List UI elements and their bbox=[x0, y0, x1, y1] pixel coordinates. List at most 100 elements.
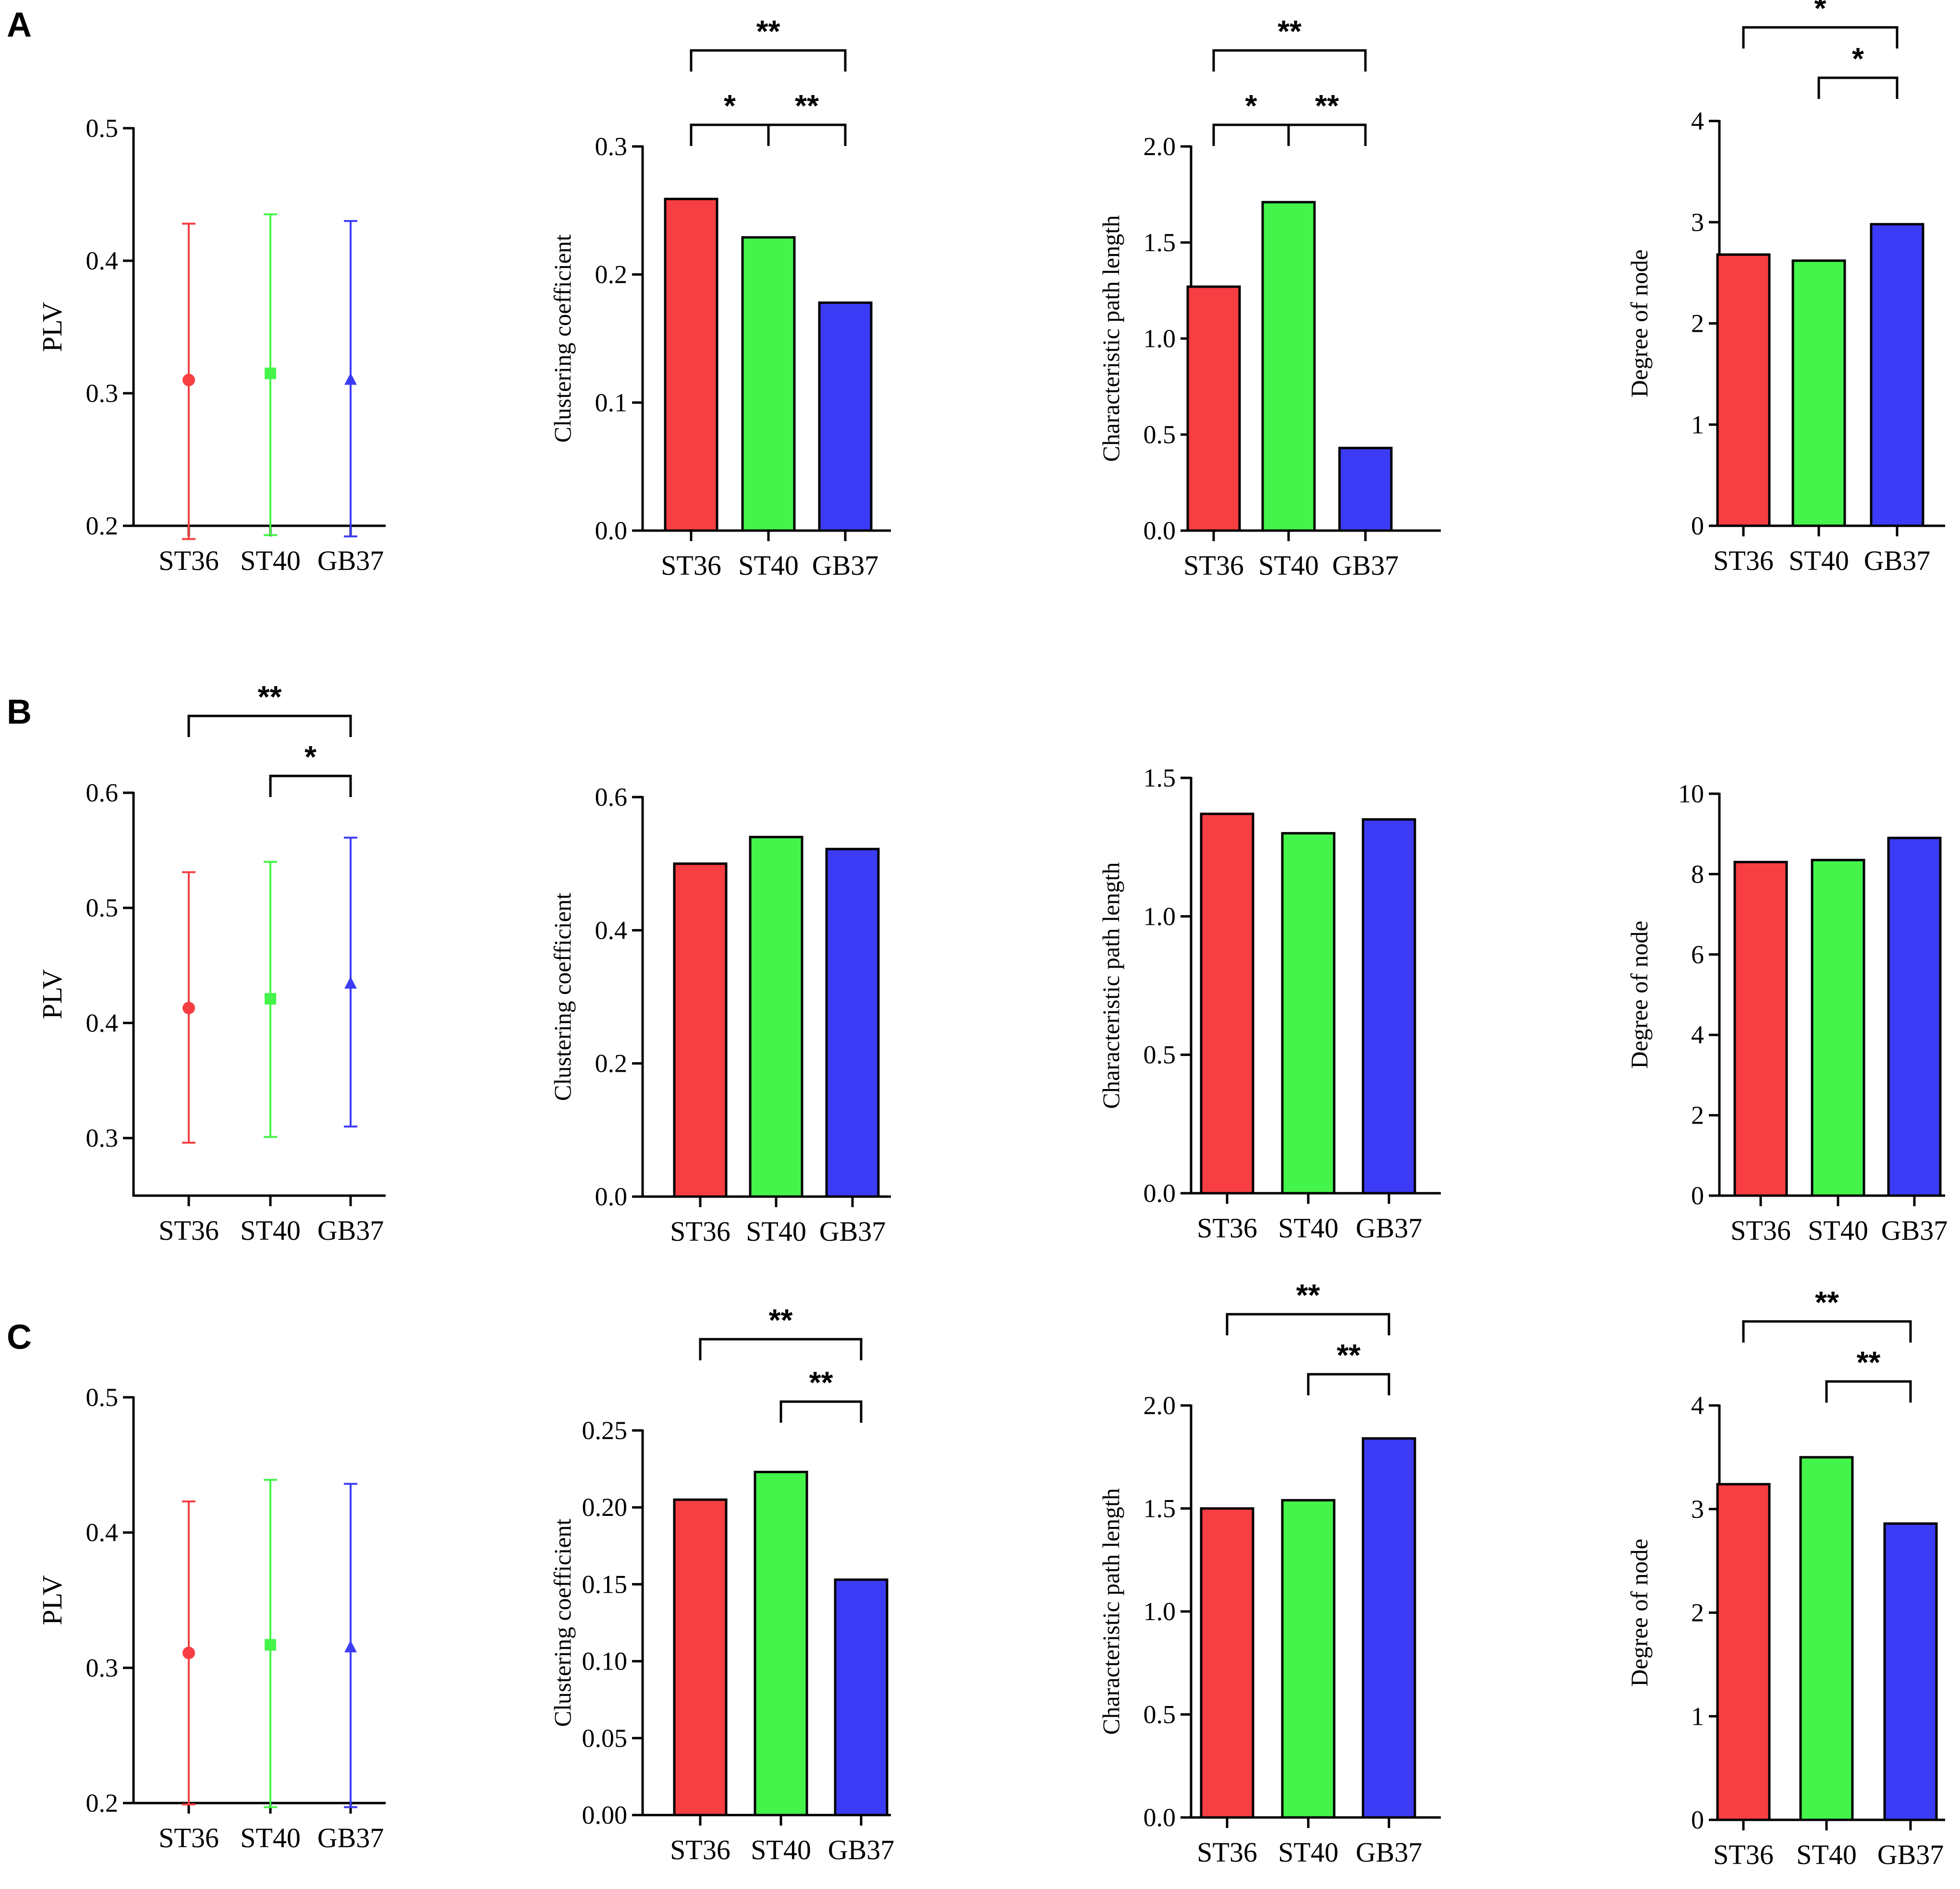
chart-a1-ytick-label-1: 0.3 bbox=[86, 379, 119, 408]
chart-a4-xtick-label-2: GB37 bbox=[1864, 545, 1931, 576]
chart-b4-ytick-label-4: 8 bbox=[1691, 860, 1704, 888]
chart-c3-bar-st40 bbox=[1281, 1499, 1336, 1819]
chart-b3-ytick-label-2: 1.0 bbox=[1144, 902, 1176, 931]
chart-a4-ytick-label-1: 1 bbox=[1691, 410, 1704, 439]
chart-b4-ytick-label-2: 4 bbox=[1691, 1020, 1704, 1049]
chart-b4-xtick-label-2: GB37 bbox=[1881, 1215, 1948, 1246]
chart-c2-ytick-label-0: 0.00 bbox=[582, 1801, 628, 1829]
chart-b4-bar-gb37 bbox=[1887, 836, 1942, 1197]
chart-b2-ytick-label-1: 0.2 bbox=[595, 1049, 628, 1078]
chart-b4-ytick-label-1: 2 bbox=[1691, 1101, 1704, 1130]
chart-c2-sig-0-label: ** bbox=[809, 1365, 833, 1400]
chart-c2-ytick-label-4: 0.20 bbox=[582, 1493, 628, 1522]
chart-b2-xtick-label-1: ST40 bbox=[746, 1216, 806, 1247]
chart-b1-sig-0-label: * bbox=[304, 739, 317, 774]
chart-c3-xtick-label-0: ST36 bbox=[1197, 1837, 1257, 1868]
chart-a2-sig-1-label: ** bbox=[795, 88, 819, 123]
chart-c3-ytick-label-2: 1.0 bbox=[1144, 1597, 1176, 1626]
chart-b3-bar-st40 bbox=[1281, 832, 1336, 1195]
chart-c2-xtick-label-1: ST40 bbox=[751, 1834, 811, 1865]
chart-a2-sig-2-label: ** bbox=[756, 14, 780, 48]
chart-b2-xtick-label-0: ST36 bbox=[670, 1216, 730, 1247]
chart-c3-sig-1-bracket bbox=[1226, 1313, 1390, 1335]
chart-c3-sig-1-label: ** bbox=[1296, 1278, 1320, 1312]
chart-c4-bar-gb37 bbox=[1883, 1522, 1938, 1821]
chart-a1-xtick-label-1: ST40 bbox=[240, 545, 301, 576]
chart-a1-ylabel: PLV bbox=[37, 302, 68, 352]
chart-c2-bar-st36 bbox=[673, 1498, 728, 1816]
chart-a3-sig-0-label: * bbox=[1245, 88, 1257, 123]
chart-c2-bar-st40 bbox=[754, 1471, 808, 1816]
chart-c2-ytick-label-5: 0.25 bbox=[582, 1416, 628, 1445]
chart-c2-ytick-label-1: 0.05 bbox=[582, 1724, 628, 1753]
chart-a3-ytick-label-0: 0.0 bbox=[1144, 516, 1176, 545]
chart-c4-ytick-label-0: 0 bbox=[1691, 1805, 1704, 1834]
chart-a1-ytick-label-3: 0.5 bbox=[86, 114, 119, 143]
chart-a4-ytick-label-0: 0 bbox=[1691, 511, 1704, 540]
chart-b2-ytick-label-0: 0.0 bbox=[595, 1182, 628, 1211]
chart-c1-xtick-label-1: ST40 bbox=[240, 1822, 301, 1853]
chart-c4-bar-st36 bbox=[1716, 1483, 1771, 1821]
chart-b3-bar-st36 bbox=[1200, 812, 1254, 1195]
chart-b2-bar-gb37 bbox=[825, 848, 880, 1198]
chart-b2-ytick-label-2: 0.4 bbox=[595, 916, 628, 944]
chart-b1-ylabel: PLV bbox=[37, 969, 68, 1019]
chart-a3-sig-2-label: ** bbox=[1278, 14, 1302, 48]
chart-c1-ytick-label-2: 0.4 bbox=[86, 1518, 119, 1547]
chart-a3-ytick-label-1: 0.5 bbox=[1144, 420, 1176, 449]
chart-c4-sig-1-label: ** bbox=[1815, 1285, 1839, 1320]
chart-b1-ytick-label-1: 0.4 bbox=[86, 1008, 119, 1037]
chart-a4-sig-1-bracket bbox=[1742, 26, 1899, 48]
chart-b4-ylabel: Degree of node bbox=[1626, 920, 1653, 1068]
chart-b2-ytick-label-3: 0.6 bbox=[595, 783, 628, 811]
chart-a2-ytick-label-2: 0.2 bbox=[595, 260, 628, 289]
chart-c2-ytick-label-2: 0.10 bbox=[582, 1647, 628, 1676]
chart-c4-sig-1-bracket bbox=[1742, 1320, 1912, 1343]
chart-b3-xtick-label-2: GB37 bbox=[1356, 1212, 1423, 1244]
chart-a4-sig-1-label: * bbox=[1814, 0, 1826, 25]
chart-c4-ytick-label-3: 3 bbox=[1691, 1495, 1704, 1524]
chart-c2-ylabel: Clustering coefficient bbox=[549, 1519, 576, 1727]
chart-a3-xtick-label-2: GB37 bbox=[1332, 550, 1399, 581]
chart-c3-ytick-label-4: 2.0 bbox=[1144, 1391, 1176, 1420]
chart-c3-ytick-label-0: 0.0 bbox=[1144, 1803, 1176, 1832]
chart-c1-point-gb37 bbox=[344, 1640, 357, 1653]
chart-c3-sig-0-label: ** bbox=[1337, 1338, 1361, 1372]
chart-c3-xtick-label-2: GB37 bbox=[1356, 1837, 1423, 1868]
chart-c4-bar-st40 bbox=[1799, 1456, 1854, 1821]
chart-b2-xtick-label-2: GB37 bbox=[819, 1216, 886, 1247]
chart-b3-ytick-label-3: 1.5 bbox=[1144, 763, 1176, 792]
chart-a4-ylabel: Degree of node bbox=[1626, 249, 1653, 397]
chart-b3-xtick-label-1: ST40 bbox=[1278, 1212, 1339, 1244]
chart-c1-point-st40 bbox=[265, 1639, 276, 1651]
chart-a2-bar-st36 bbox=[664, 197, 718, 532]
chart-a1-ytick-label-2: 0.4 bbox=[86, 246, 119, 275]
chart-c3-ytick-label-3: 1.5 bbox=[1144, 1494, 1176, 1523]
chart-b1-ytick-label-0: 0.3 bbox=[86, 1124, 119, 1152]
chart-a3-xtick-label-1: ST40 bbox=[1258, 550, 1319, 581]
chart-b2-ylabel: Clustering coefficient bbox=[549, 893, 576, 1101]
chart-b1-xtick-label-0: ST36 bbox=[158, 1215, 219, 1246]
chart-c2-xtick-label-2: GB37 bbox=[828, 1834, 895, 1865]
chart-c1-point-st36 bbox=[183, 1647, 195, 1659]
chart-a1-point-st36 bbox=[183, 374, 195, 387]
chart-a3-xtick-label-0: ST36 bbox=[1183, 550, 1244, 581]
panel-label-a: A bbox=[7, 6, 32, 44]
chart-b4-bar-st36 bbox=[1733, 860, 1788, 1197]
panel-label-c: C bbox=[7, 1318, 32, 1356]
chart-b1-point-st36 bbox=[183, 1002, 195, 1015]
chart-b4-bar-st40 bbox=[1811, 859, 1865, 1197]
chart-c2-sig-0-bracket bbox=[779, 1400, 863, 1423]
chart-a2-bar-st40 bbox=[741, 236, 796, 532]
chart-b4-ytick-label-5: 10 bbox=[1678, 779, 1704, 808]
chart-a3-sig-1-label: ** bbox=[1315, 88, 1339, 123]
chart-a3-ytick-label-4: 2.0 bbox=[1144, 132, 1176, 161]
chart-a2-ytick-label-3: 0.3 bbox=[595, 132, 628, 161]
chart-a3-sig-1-bracket bbox=[1287, 123, 1367, 146]
chart-c3-sig-0-bracket bbox=[1307, 1373, 1390, 1395]
chart-a3-sig-0-bracket bbox=[1212, 123, 1290, 146]
chart-b4-ytick-label-3: 6 bbox=[1691, 940, 1704, 969]
chart-c3-xtick-label-1: ST40 bbox=[1278, 1837, 1339, 1868]
chart-a1-xtick-label-2: GB37 bbox=[317, 545, 384, 576]
chart-b4-ytick-label-0: 0 bbox=[1691, 1181, 1704, 1210]
